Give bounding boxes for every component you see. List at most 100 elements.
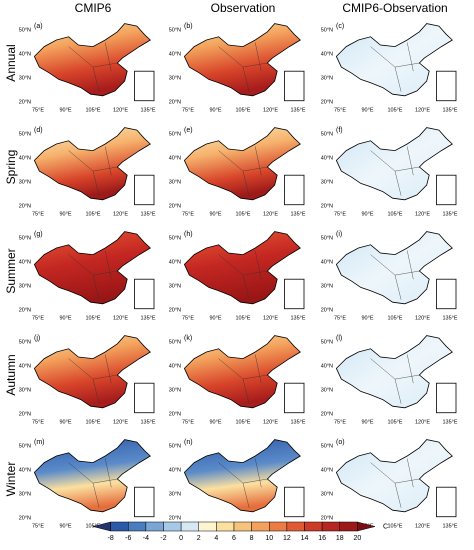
lat-label: 20°N — [321, 411, 333, 417]
inset-box — [134, 70, 155, 102]
lat-label: 50°N — [169, 339, 181, 345]
province-borders — [218, 354, 268, 404]
country-map — [33, 335, 151, 409]
lat-label: 30°N — [169, 387, 181, 393]
lon-label: 105°E — [85, 315, 100, 321]
lon-label: 135°E — [140, 419, 155, 425]
province-borders — [218, 458, 268, 508]
colorbar-tick: -6 — [125, 535, 131, 542]
country-map — [335, 127, 453, 201]
panel-label: (l) — [336, 335, 342, 342]
lat-label: 50°N — [19, 235, 31, 241]
lon-label: 105°E — [387, 419, 402, 425]
column-title: CMIP6-Observation — [342, 1, 447, 15]
province-borders — [370, 458, 420, 508]
province-borders — [218, 250, 268, 300]
lon-label: 90°E — [60, 211, 72, 217]
colorbar-segment — [198, 521, 217, 532]
lat-label: 30°N — [169, 179, 181, 185]
map-panel: (m)50°N40°N30°N20°N75°E90°E105°E120°E135… — [19, 439, 156, 530]
lon-label: 120°E — [113, 419, 128, 425]
map-panel: (h)50°N 40°N 30°N 20°N75°E 90°E 105°E 120°E 135… — [169, 231, 306, 322]
lat-label: 40°N — [321, 51, 333, 57]
panel-label: (o) — [336, 439, 345, 446]
country-map — [335, 335, 453, 409]
lat-label: 20°N — [169, 203, 181, 209]
province-borders — [218, 42, 268, 92]
lat-label: 40°N — [169, 51, 181, 57]
country-map — [33, 23, 151, 97]
inset-box — [436, 70, 457, 102]
lat-label: 40°N — [321, 363, 333, 369]
lon-label: 105°E — [387, 315, 402, 321]
lon-label: 90°E — [210, 315, 222, 321]
country-map — [183, 23, 301, 97]
lat-label: 50°N — [19, 27, 31, 33]
lon-label: 75°E — [32, 107, 44, 113]
panel-label: (f) — [336, 127, 343, 134]
panel-label: (c) — [336, 23, 344, 30]
lon-label: 90°E — [362, 211, 374, 217]
province-borders — [68, 42, 118, 92]
lat-label: 30°N — [321, 75, 333, 81]
lon-label: 75°E — [182, 419, 194, 425]
lat-label: 50°N — [169, 443, 181, 449]
lat-label: 50°N — [169, 27, 181, 33]
panel-label: (j) — [34, 335, 40, 342]
lon-label: 120°E — [113, 315, 128, 321]
lon-label: 105°E — [387, 107, 402, 113]
map-panel: (n)50°N40°N30°N20°N75°E90°E105°E120°E135… — [169, 439, 306, 530]
colorbar-segment — [128, 521, 147, 532]
inset-box — [284, 486, 305, 518]
lon-label: 75°E — [182, 315, 194, 321]
lat-label: 30°N — [19, 283, 31, 289]
lat-label: 20°N — [169, 307, 181, 313]
lon-label: 75°E — [334, 107, 346, 113]
inset-box — [134, 382, 155, 414]
colorbar-segment — [145, 521, 164, 532]
country-map — [335, 23, 453, 97]
lon-label: 120°E — [415, 523, 430, 529]
row-label: Autumn — [4, 354, 18, 395]
lon-label: 135°E — [290, 107, 305, 113]
lat-label: 40°N — [321, 155, 333, 161]
colorbar-tick: 6 — [232, 535, 236, 542]
lon-label: 90°E — [210, 419, 222, 425]
lat-label: 30°N — [169, 75, 181, 81]
inset-box — [436, 174, 457, 206]
inset-box — [284, 70, 305, 102]
lon-label: 120°E — [113, 107, 128, 113]
colorbar-end — [357, 521, 376, 532]
lat-label: 20°N — [169, 515, 181, 521]
colorbar-tick: 4 — [214, 535, 218, 542]
lat-label: 30°N — [321, 387, 333, 393]
lat-label: 30°N — [19, 75, 31, 81]
colorbar-segment — [339, 521, 358, 532]
lon-label: 90°E — [210, 107, 222, 113]
lat-label: 20°N — [19, 307, 31, 313]
lat-label: 50°N — [321, 27, 333, 33]
colorbar-tick: 20 — [353, 535, 361, 542]
province-borders — [370, 146, 420, 196]
panel-label: (k) — [184, 335, 192, 342]
map-panel: (o)50°N40°N30°N20°N75°E90°E105°E120°E135… — [321, 439, 458, 530]
inset-box — [436, 486, 457, 518]
column-title: Observation — [211, 1, 276, 15]
lat-label: 30°N — [321, 283, 333, 289]
lon-label: 105°E — [85, 419, 100, 425]
lat-label: 20°N — [19, 515, 31, 521]
province-borders — [68, 458, 118, 508]
lat-label: 40°N — [19, 467, 31, 473]
country-map — [183, 335, 301, 409]
panel-label: (n) — [184, 439, 193, 446]
lon-label: 135°E — [140, 315, 155, 321]
lat-label: 20°N — [19, 99, 31, 105]
lon-label: 120°E — [415, 419, 430, 425]
colorbar-tick: 2 — [197, 535, 201, 542]
lat-label: 50°N — [19, 339, 31, 345]
map-panel: (i)50°N 40°N 30°N 20°N75°E 90°E 105°E 120°E 135… — [321, 231, 458, 322]
province-borders — [68, 250, 118, 300]
lat-label: 50°N — [321, 235, 333, 241]
country-map — [183, 439, 301, 513]
map-panel: (a)50°N 40°N 30°N 20°N75°E 90°E 105°E 120°E 135… — [19, 23, 156, 114]
